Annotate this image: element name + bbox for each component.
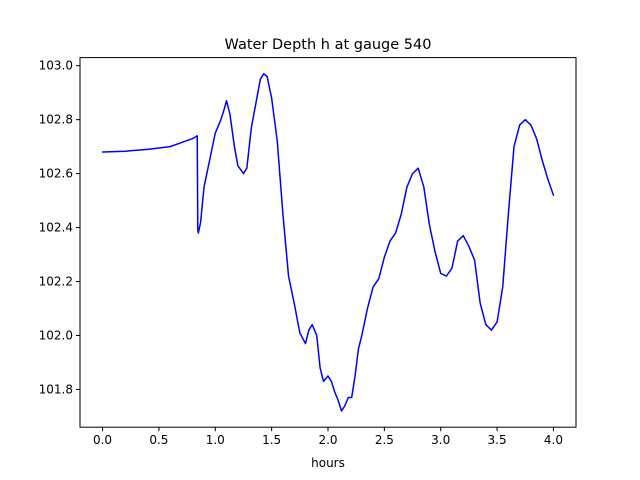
ticks-layer: 0.0 0.5 1.0 1.5 2.0 2.5 3.0 3.5 4.0 101.8 102.0 102… xyxy=(39,59,563,448)
y-tick-label: 102.6 xyxy=(39,167,73,181)
series-line xyxy=(101,73,555,412)
chart-title: Water Depth h at gauge 540 xyxy=(225,37,432,53)
series-layer xyxy=(101,73,555,412)
y-tick-label: 102.2 xyxy=(39,275,73,289)
x-axis-label: hours xyxy=(311,456,345,470)
x-tick-label: 4.0 xyxy=(544,433,563,447)
y-tick-label: 103.0 xyxy=(39,59,73,73)
y-tick-label: 102.0 xyxy=(39,328,73,342)
y-tick-label: 102.4 xyxy=(39,221,73,235)
x-tick-label: 3.0 xyxy=(431,433,450,447)
x-tick-label: 0.5 xyxy=(149,433,168,447)
x-tick-label: 3.5 xyxy=(488,433,507,447)
x-tick-label: 2.0 xyxy=(318,433,337,447)
x-tick-label: 1.5 xyxy=(262,433,281,447)
x-tick-label: 0.0 xyxy=(93,433,112,447)
x-tick-label: 2.5 xyxy=(375,433,394,447)
y-tick-label: 102.8 xyxy=(39,113,73,127)
x-tick-label: 1.0 xyxy=(206,433,225,447)
plot-frame xyxy=(79,57,577,428)
y-tick-label: 101.8 xyxy=(39,382,73,396)
